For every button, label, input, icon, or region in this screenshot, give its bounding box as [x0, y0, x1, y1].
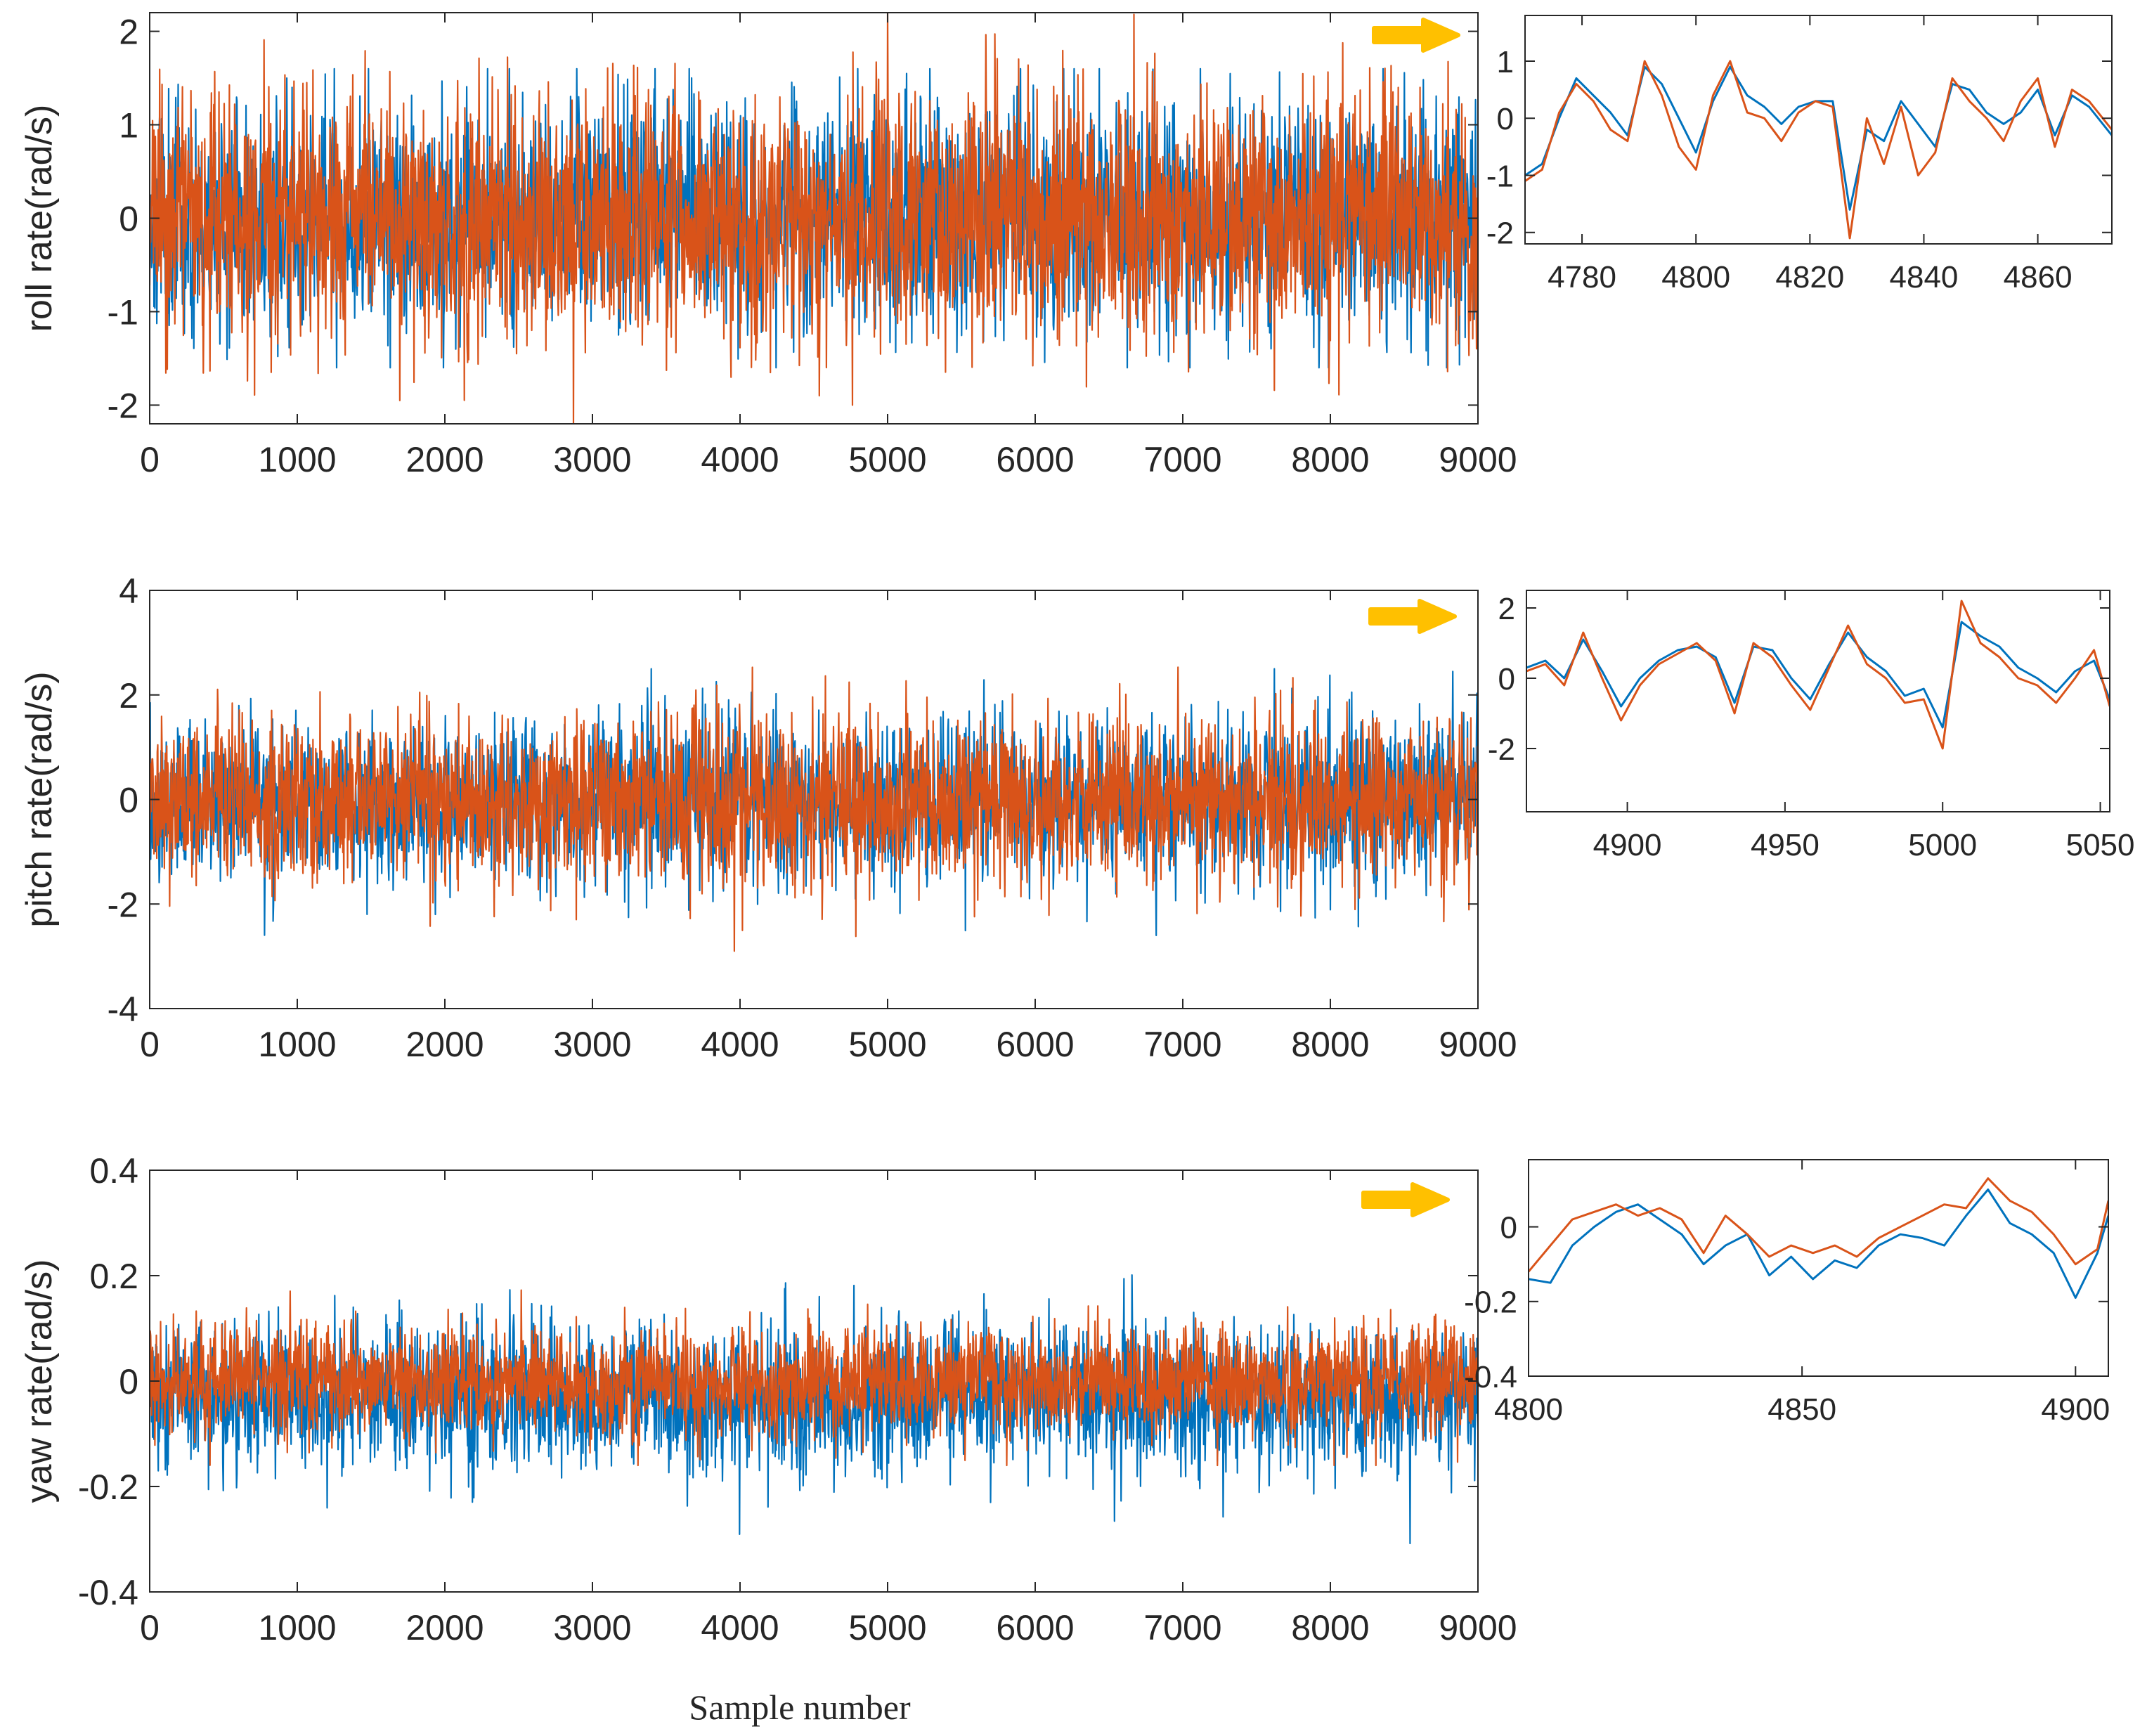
series-group — [1529, 1177, 2108, 1299]
x-tick-label: 4800 — [1661, 260, 1730, 294]
x-tick-label: 7000 — [1143, 440, 1221, 479]
x-tick-label: 8000 — [1291, 440, 1369, 479]
y-tick-label: -1 — [108, 292, 138, 332]
series-group — [150, 666, 1478, 952]
axes-box — [1524, 15, 2113, 245]
x-tick-label: 4820 — [1775, 260, 1844, 294]
y-tick-label: -2 — [108, 386, 138, 425]
series-line-orange — [150, 1289, 1478, 1467]
x-tick-label: 0 — [140, 1025, 160, 1064]
arrow-icon — [1372, 18, 1460, 53]
x-tick-label: 0 — [140, 440, 160, 479]
x-tick-label: 2000 — [406, 1025, 484, 1064]
y-tick-label: 0 — [119, 781, 138, 820]
y-tick-label: 0.2 — [89, 1257, 138, 1296]
yaw-rate-zoom-plot: 4800 4850 4900 -0.4 -0.2 0 — [1464, 1159, 2110, 1427]
series-line-blue — [1526, 621, 2110, 729]
arrow-icon — [1361, 1182, 1450, 1217]
y-tick-label: -4 — [108, 990, 138, 1029]
series-group — [1526, 600, 2110, 750]
y-tick-label: 1 — [119, 106, 138, 145]
y-tick-label: 0 — [119, 1362, 138, 1401]
x-tick-label: 6000 — [996, 1608, 1074, 1647]
roll-rate-main-plot: 0 1000 2000 3000 4000 5000 6000 7000 8000 9000 -2 -… — [19, 12, 1517, 479]
x-tick-label: 4000 — [701, 440, 779, 479]
series-group — [1525, 60, 2112, 240]
x-tick-label: 7000 — [1143, 1025, 1221, 1064]
x-tick-label: 2000 — [406, 440, 484, 479]
x-tick-label: 5000 — [848, 1025, 926, 1064]
pitch-rate-main-plot: 0 1000 2000 3000 4000 5000 6000 7000 8000 9000 -4 -… — [19, 571, 1517, 1064]
x-tick-label: 5000 — [848, 1608, 926, 1647]
y-tick-label: 2 — [119, 13, 138, 52]
pitch-rate-zoom-plot: 4900 4950 5000 5050 -2 0 2 — [1488, 590, 2135, 862]
y-tick-label: 0 — [1500, 1210, 1517, 1245]
series-line-orange — [150, 666, 1478, 952]
roll-rate-zoom-plot: 4780 4800 4820 4840 4860 -2 -1 0 1 — [1486, 15, 2113, 294]
x-tick-label: 3000 — [553, 440, 631, 479]
arrow-icon — [1368, 599, 1457, 634]
x-tick-label: 3000 — [553, 1025, 631, 1064]
x-tick-label: 4950 — [1751, 828, 1820, 862]
y-tick-label: -0.2 — [1464, 1285, 1517, 1320]
x-tick-label: 4850 — [1767, 1392, 1836, 1427]
x-axis-label: Sample number — [689, 1688, 911, 1727]
y-tick-label: -1 — [1486, 159, 1514, 193]
x-tick-label: 5000 — [1908, 828, 1977, 862]
yaw-rate-main-plot: 0 1000 2000 3000 4000 5000 6000 7000 8000 9000 -0.… — [19, 1151, 1517, 1647]
x-tick-label: 9000 — [1439, 1025, 1517, 1064]
x-tick-label: 4860 — [2004, 260, 2073, 294]
y-tick-label: 1 — [1497, 45, 1514, 79]
series-line-blue — [1529, 1188, 2108, 1299]
y-tick-label: 0 — [1498, 662, 1515, 697]
x-tick-label: 4000 — [701, 1025, 779, 1064]
series-group — [150, 1274, 1478, 1545]
y-axis-label: roll rate(rad/s) — [19, 105, 60, 332]
x-tick-label: 9000 — [1439, 1608, 1517, 1647]
y-tick-label: 2 — [119, 676, 138, 715]
x-tick-label: 4840 — [1890, 260, 1959, 294]
x-tick-label: 5000 — [848, 440, 926, 479]
x-tick-label: 8000 — [1291, 1608, 1369, 1647]
axes-box — [1526, 590, 2110, 812]
zoom-arrows — [1361, 18, 1460, 1217]
x-tick-label: 1000 — [258, 1025, 336, 1064]
y-tick-label: 2 — [1498, 592, 1515, 626]
x-tick-label: 6000 — [996, 1025, 1074, 1064]
y-tick-label: -0.4 — [78, 1573, 138, 1612]
x-tick-label: 1000 — [258, 1608, 336, 1647]
y-tick-label: -2 — [108, 885, 138, 924]
y-axis-label: yaw rate(rad/s) — [19, 1259, 60, 1503]
series-line-orange — [1525, 60, 2112, 240]
x-tick-label: 4800 — [1494, 1392, 1563, 1427]
x-tick-label: 4900 — [1593, 828, 1662, 862]
x-tick-label: 1000 — [258, 440, 336, 479]
axes-box — [1528, 1159, 2109, 1377]
y-tick-label: 0 — [119, 200, 138, 239]
x-tick-label: 3000 — [553, 1608, 631, 1647]
series-line-orange — [150, 13, 1478, 424]
series-group — [150, 13, 1478, 424]
y-tick-label: -0.2 — [78, 1468, 138, 1507]
x-tick-label: 6000 — [996, 440, 1074, 479]
y-tick-label: -2 — [1486, 216, 1514, 251]
series-line-orange — [1529, 1177, 2108, 1273]
x-tick-label: 7000 — [1143, 1608, 1221, 1647]
x-tick-label: 4900 — [2041, 1392, 2110, 1427]
series-line-orange — [1526, 600, 2110, 750]
y-tick-label: 0 — [1497, 102, 1514, 136]
x-tick-label: 4780 — [1548, 260, 1616, 294]
y-tick-label: -2 — [1488, 732, 1515, 767]
x-tick-label: 4000 — [701, 1608, 779, 1647]
x-tick-label: 8000 — [1291, 1025, 1369, 1064]
y-axis-label: pitch rate(rad/s) — [19, 671, 60, 927]
x-tick-label: 0 — [140, 1608, 160, 1647]
y-tick-label: 4 — [119, 571, 138, 611]
y-tick-label: -0.4 — [1464, 1360, 1517, 1394]
x-tick-label: 2000 — [406, 1608, 484, 1647]
x-tick-label: 9000 — [1439, 440, 1517, 479]
x-tick-label: 5050 — [2066, 828, 2135, 862]
y-tick-label: 0.4 — [89, 1151, 138, 1191]
